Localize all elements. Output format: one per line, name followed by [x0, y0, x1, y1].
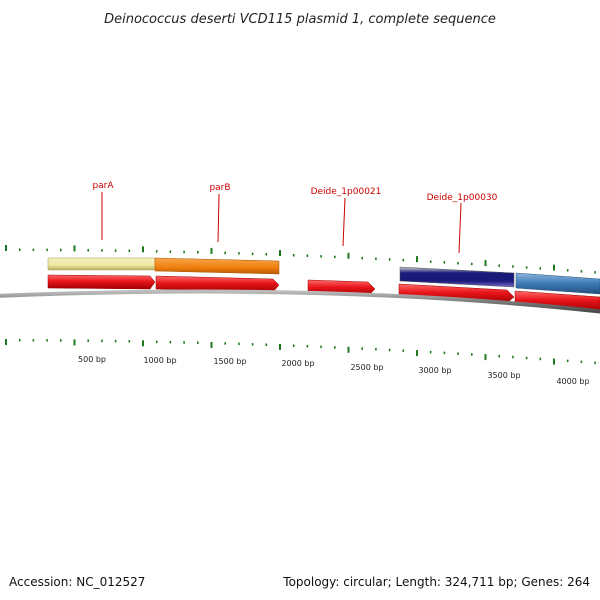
scale-label: 3000 bp	[418, 366, 451, 375]
map-title: Deinococcus deserti VCD115 plasmid 1, co…	[104, 12, 496, 27]
scale-label: 1000 bp	[143, 356, 176, 365]
scale-ticks-outer	[5, 245, 596, 274]
feature-steel-blue[interactable]	[515, 272, 600, 295]
feature-track-cds	[47, 274, 600, 312]
cds-arrow[interactable]	[47, 274, 156, 290]
topology-summary-text: Topology: circular; Length: 324,711 bp; …	[282, 575, 590, 589]
scale-ticks-inner	[5, 339, 596, 365]
cds-arrow[interactable]	[155, 275, 280, 293]
gene-label[interactable]: parA	[92, 181, 114, 191]
scale-label: 2500 bp	[350, 363, 383, 372]
feature-orange[interactable]	[154, 257, 280, 275]
feature-track-upper	[47, 257, 600, 295]
scale-label: 1500 bp	[213, 357, 246, 366]
accession-text: Accession: NC_012527	[9, 575, 145, 589]
feature-navy[interactable]	[399, 266, 515, 288]
gene-label[interactable]: Deide_1p00030	[427, 193, 498, 203]
feature-pale-yellow[interactable]	[47, 257, 156, 271]
scale-label: 2000 bp	[281, 359, 314, 368]
gene-label[interactable]: Deide_1p00021	[311, 187, 382, 197]
gene-labels: parA parB Deide_1p00021 Deide_1p00030	[92, 181, 497, 203]
scale-labels: 500 bp 1000 bp 1500 bp 2000 bp 2500 bp 3…	[78, 355, 590, 386]
scale-label: 4000 bp	[556, 377, 589, 386]
scale-label: 3500 bp	[487, 371, 520, 380]
gene-label-leaders	[101, 192, 462, 254]
gene-label[interactable]: parB	[209, 183, 230, 193]
sequence-backbone	[0, 289, 600, 314]
scale-label: 500 bp	[78, 355, 106, 364]
